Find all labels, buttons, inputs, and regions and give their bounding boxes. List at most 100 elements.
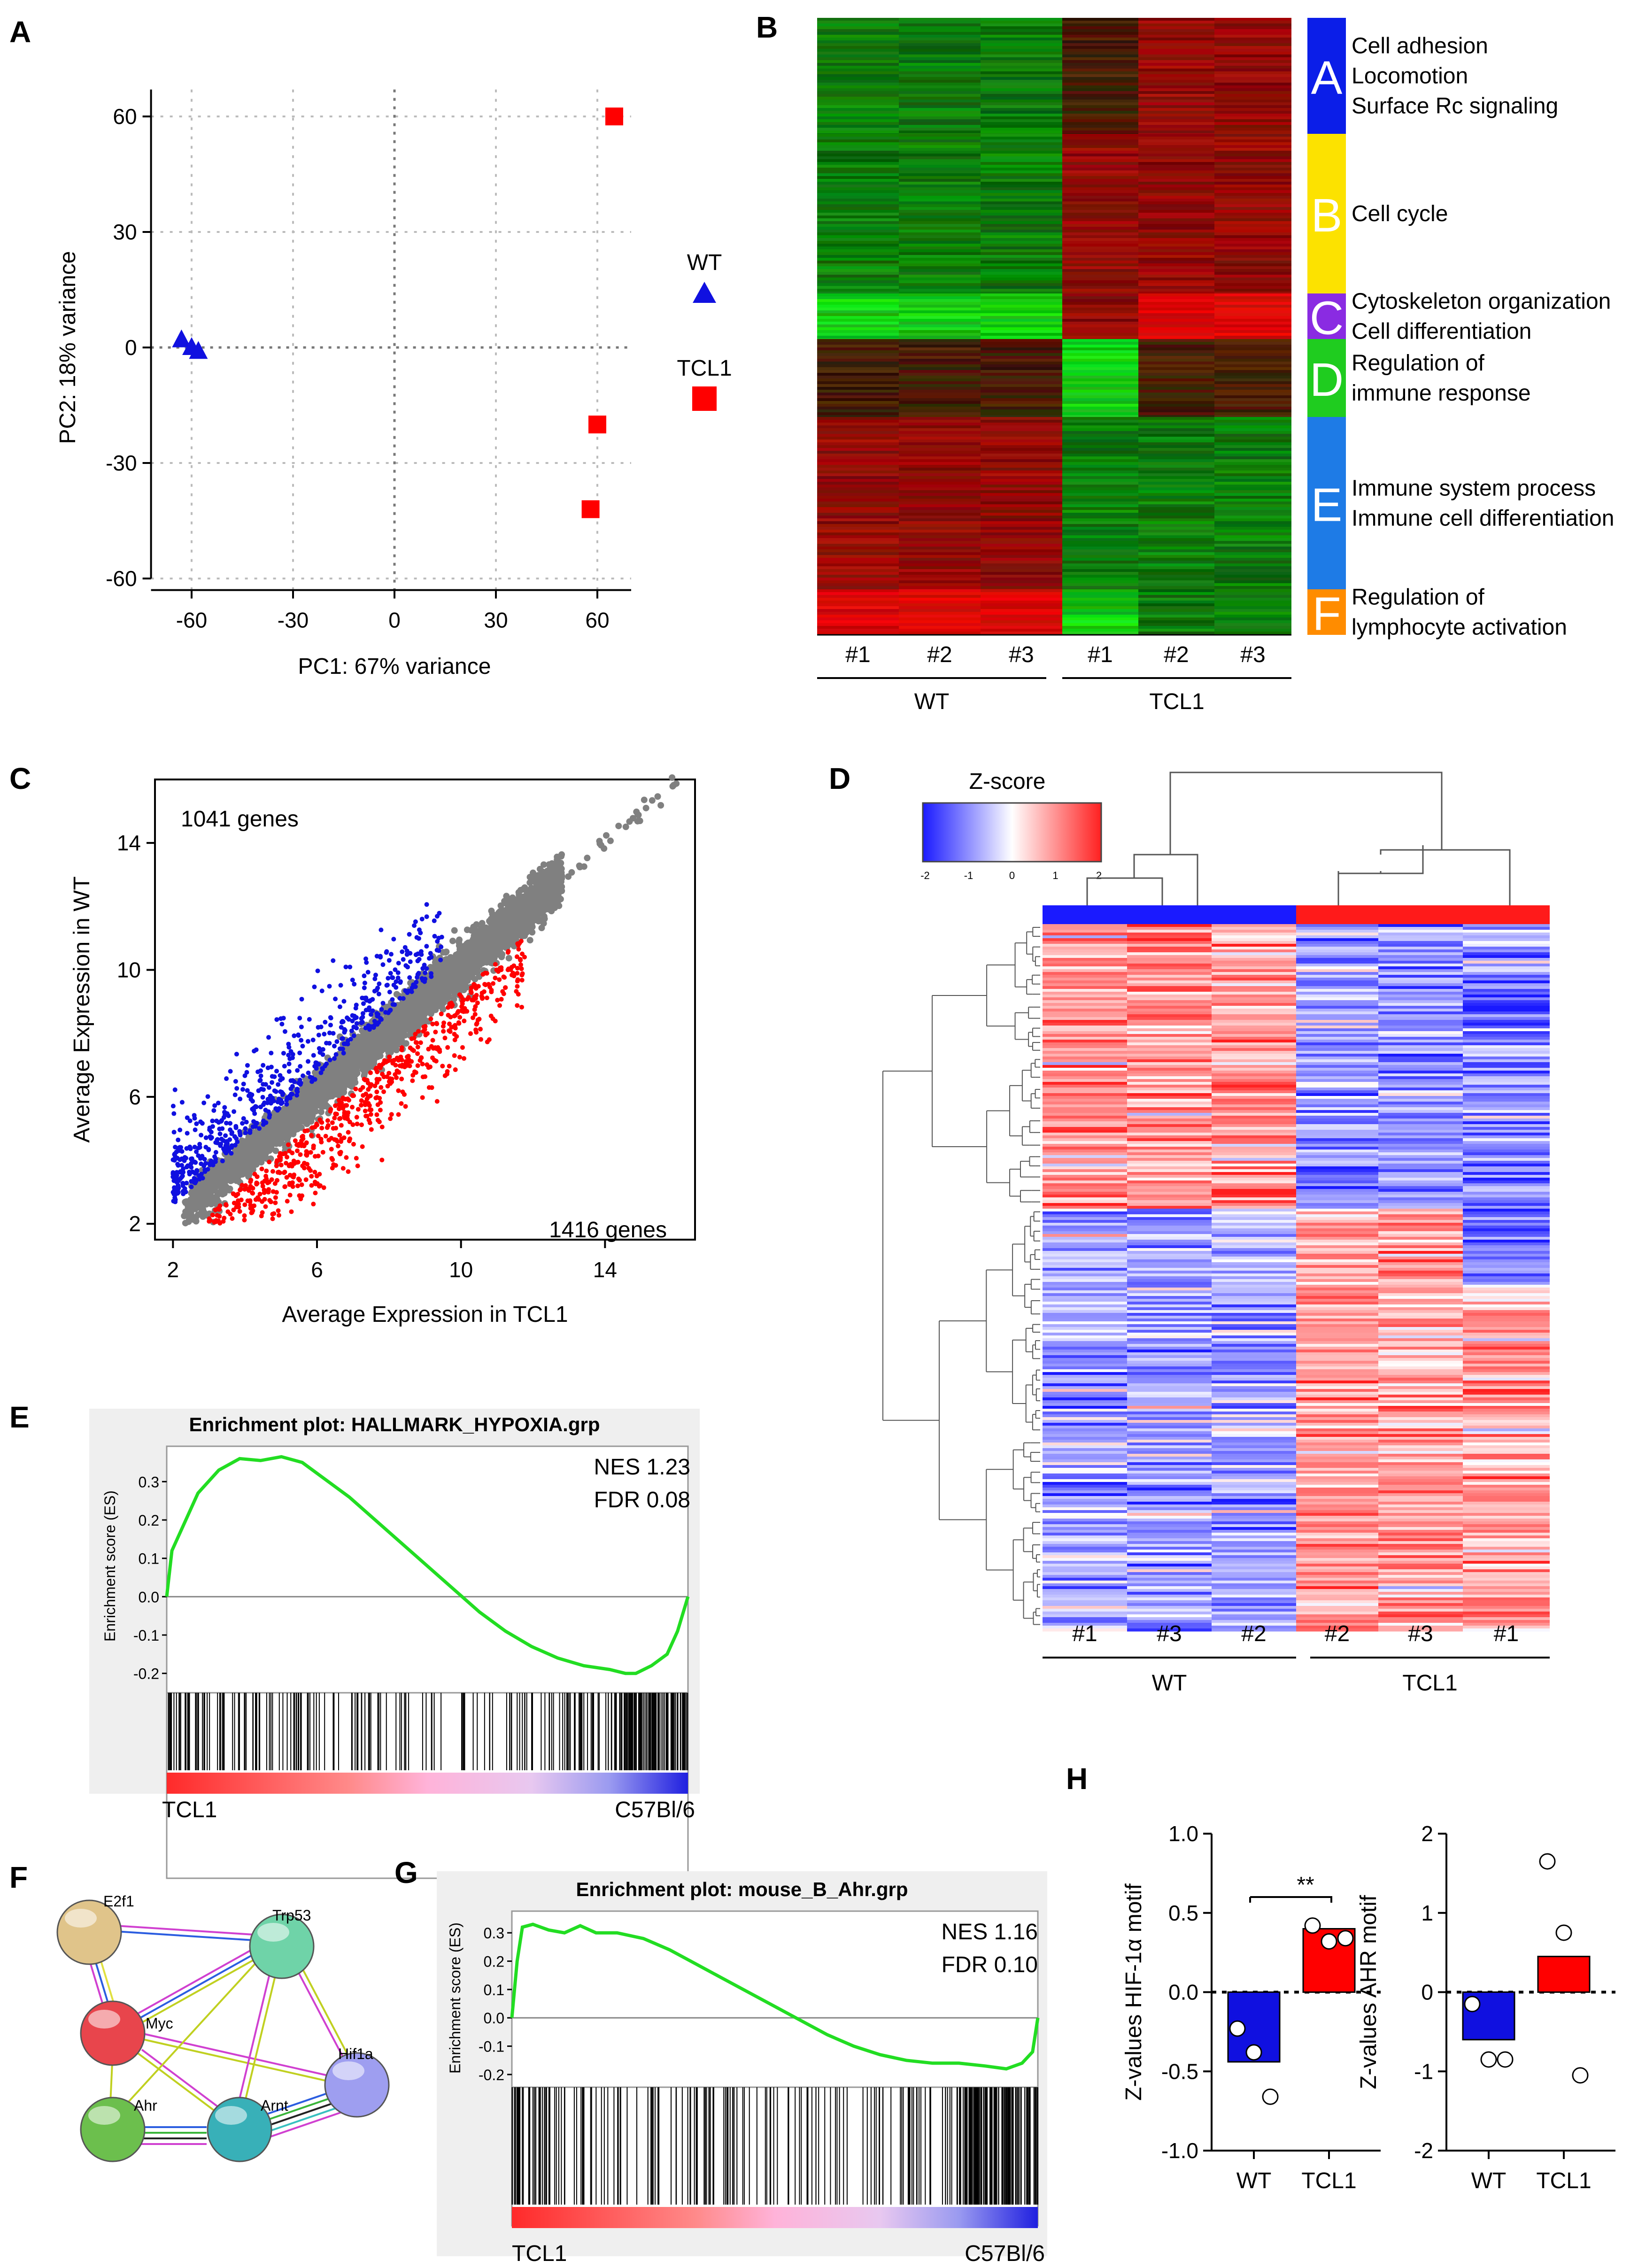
heatmap-cell [899,156,981,160]
heatmap-cell [981,151,1062,154]
heatmap-cell [981,302,1062,305]
heatmap-cell [1062,521,1138,525]
heatmap-cell [899,173,981,177]
heatmap-cell [899,316,981,319]
heatmap-cell [1062,381,1138,385]
ns-point [186,1200,193,1207]
cluster-d-term: Regulation of [1352,351,1485,376]
heatmap-cell [981,232,1062,236]
heatmap-cell [817,398,899,401]
heatmap-cell [981,384,1062,387]
heatmap-cell [1062,299,1138,302]
heatmap-cell [817,60,899,63]
heatmap-cell [1214,57,1291,61]
heatmap-cell [817,97,899,100]
heatmap-cell [1062,313,1138,316]
cluster-c-letter: C [1310,292,1344,345]
heatmap-cell [981,278,1062,281]
heatmap-cell [1214,316,1291,319]
heatmap-cell [1138,589,1214,593]
heatmap-cell [981,552,1062,555]
heatmap-cell [817,204,899,208]
cluster-b-letter: B [1311,189,1343,242]
heatmap-cell [981,280,1062,284]
heatmap-cell [1062,356,1138,359]
y-tick-label: 60 [113,104,137,129]
heatmap-cell [899,507,981,510]
column-label: #3 [1240,642,1265,667]
heatmap-cell [817,530,899,533]
heatmap-cell [817,199,899,202]
heatmap-cell [1138,420,1214,423]
heatmap-cell [1214,204,1291,208]
heatmap-cell [1214,487,1291,491]
heatmap-cell [981,555,1062,558]
heatmap-cell [1062,196,1138,199]
heatmap-cell [981,269,1062,272]
heatmap-cell [1138,108,1214,111]
ns-point [239,1171,246,1178]
heatmap-cell [817,80,899,83]
heatmap-cell [817,182,899,185]
heatmap-cell [899,43,981,46]
heatmap-cell [1138,324,1214,328]
heatmap-cell [1214,345,1291,348]
heatmap-cell [981,632,1062,635]
heatmap-cell [817,507,899,510]
heatmap-cell [817,384,899,387]
heatmap-cell [817,471,899,474]
heatmap-cell [981,589,1062,593]
heatmap-cell [817,230,899,233]
heatmap-cell [817,333,899,336]
heatmap-cell [981,83,1062,86]
heatmap-cell [1138,370,1214,373]
heatmap-cell [1138,401,1214,404]
heatmap-cell [1062,535,1138,539]
heatmap-cell [1138,572,1214,575]
heatmap-cell [1214,431,1291,434]
heatmap-cell [1062,142,1138,146]
heatmap-cell [1214,156,1291,160]
heatmap-cell [899,296,981,300]
heatmap-cell [1062,54,1138,58]
heatmap-cell [1214,547,1291,550]
heatmap-cell [1214,384,1291,387]
heatmap-cell [981,547,1062,550]
heatmap-cell [1138,626,1214,629]
heatmap-cell [1214,108,1291,111]
heatmap-cell [817,119,899,123]
heatmap-cell [1214,417,1291,420]
y-tick-label: 30 [113,220,137,244]
heatmap-cell [899,305,981,308]
heatmap-cell [981,434,1062,437]
heatmap-cell [1062,572,1138,575]
heatmap-cell [899,207,981,210]
heatmap-cell [899,359,981,362]
heatmap-cell [817,319,899,322]
heatmap-cell [1138,310,1214,314]
heatmap-cell [1138,384,1214,387]
cluster-e-swatch [1307,417,1346,589]
heatmap-cell [899,476,981,479]
heatmap-cell [1214,527,1291,530]
heatmap-cell [981,38,1062,41]
heatmap-cell [981,626,1062,629]
heatmap-cell [1138,589,1214,590]
heatmap-cell [1214,319,1291,322]
heatmap-cell [1138,280,1214,284]
heatmap-cell [981,216,1062,219]
heatmap-cell [899,165,981,168]
heatmap-cell [1138,322,1214,325]
heatmap-cell [981,601,1062,604]
heatmap-cell [1138,442,1214,446]
heatmap-cell [817,342,899,345]
heatmap-cell [1214,524,1291,527]
y-tick-label: -60 [106,566,137,591]
heatmap-cell [1214,401,1291,404]
heatmap-cell [1138,18,1214,21]
panel-b-column-labels: #1 #2 #3 #1 #2 #3 [817,634,1291,667]
heatmap-cell [817,431,899,434]
heatmap-cell [899,617,981,621]
heatmap-cell [981,173,1062,177]
heatmap-cell [981,85,1062,89]
